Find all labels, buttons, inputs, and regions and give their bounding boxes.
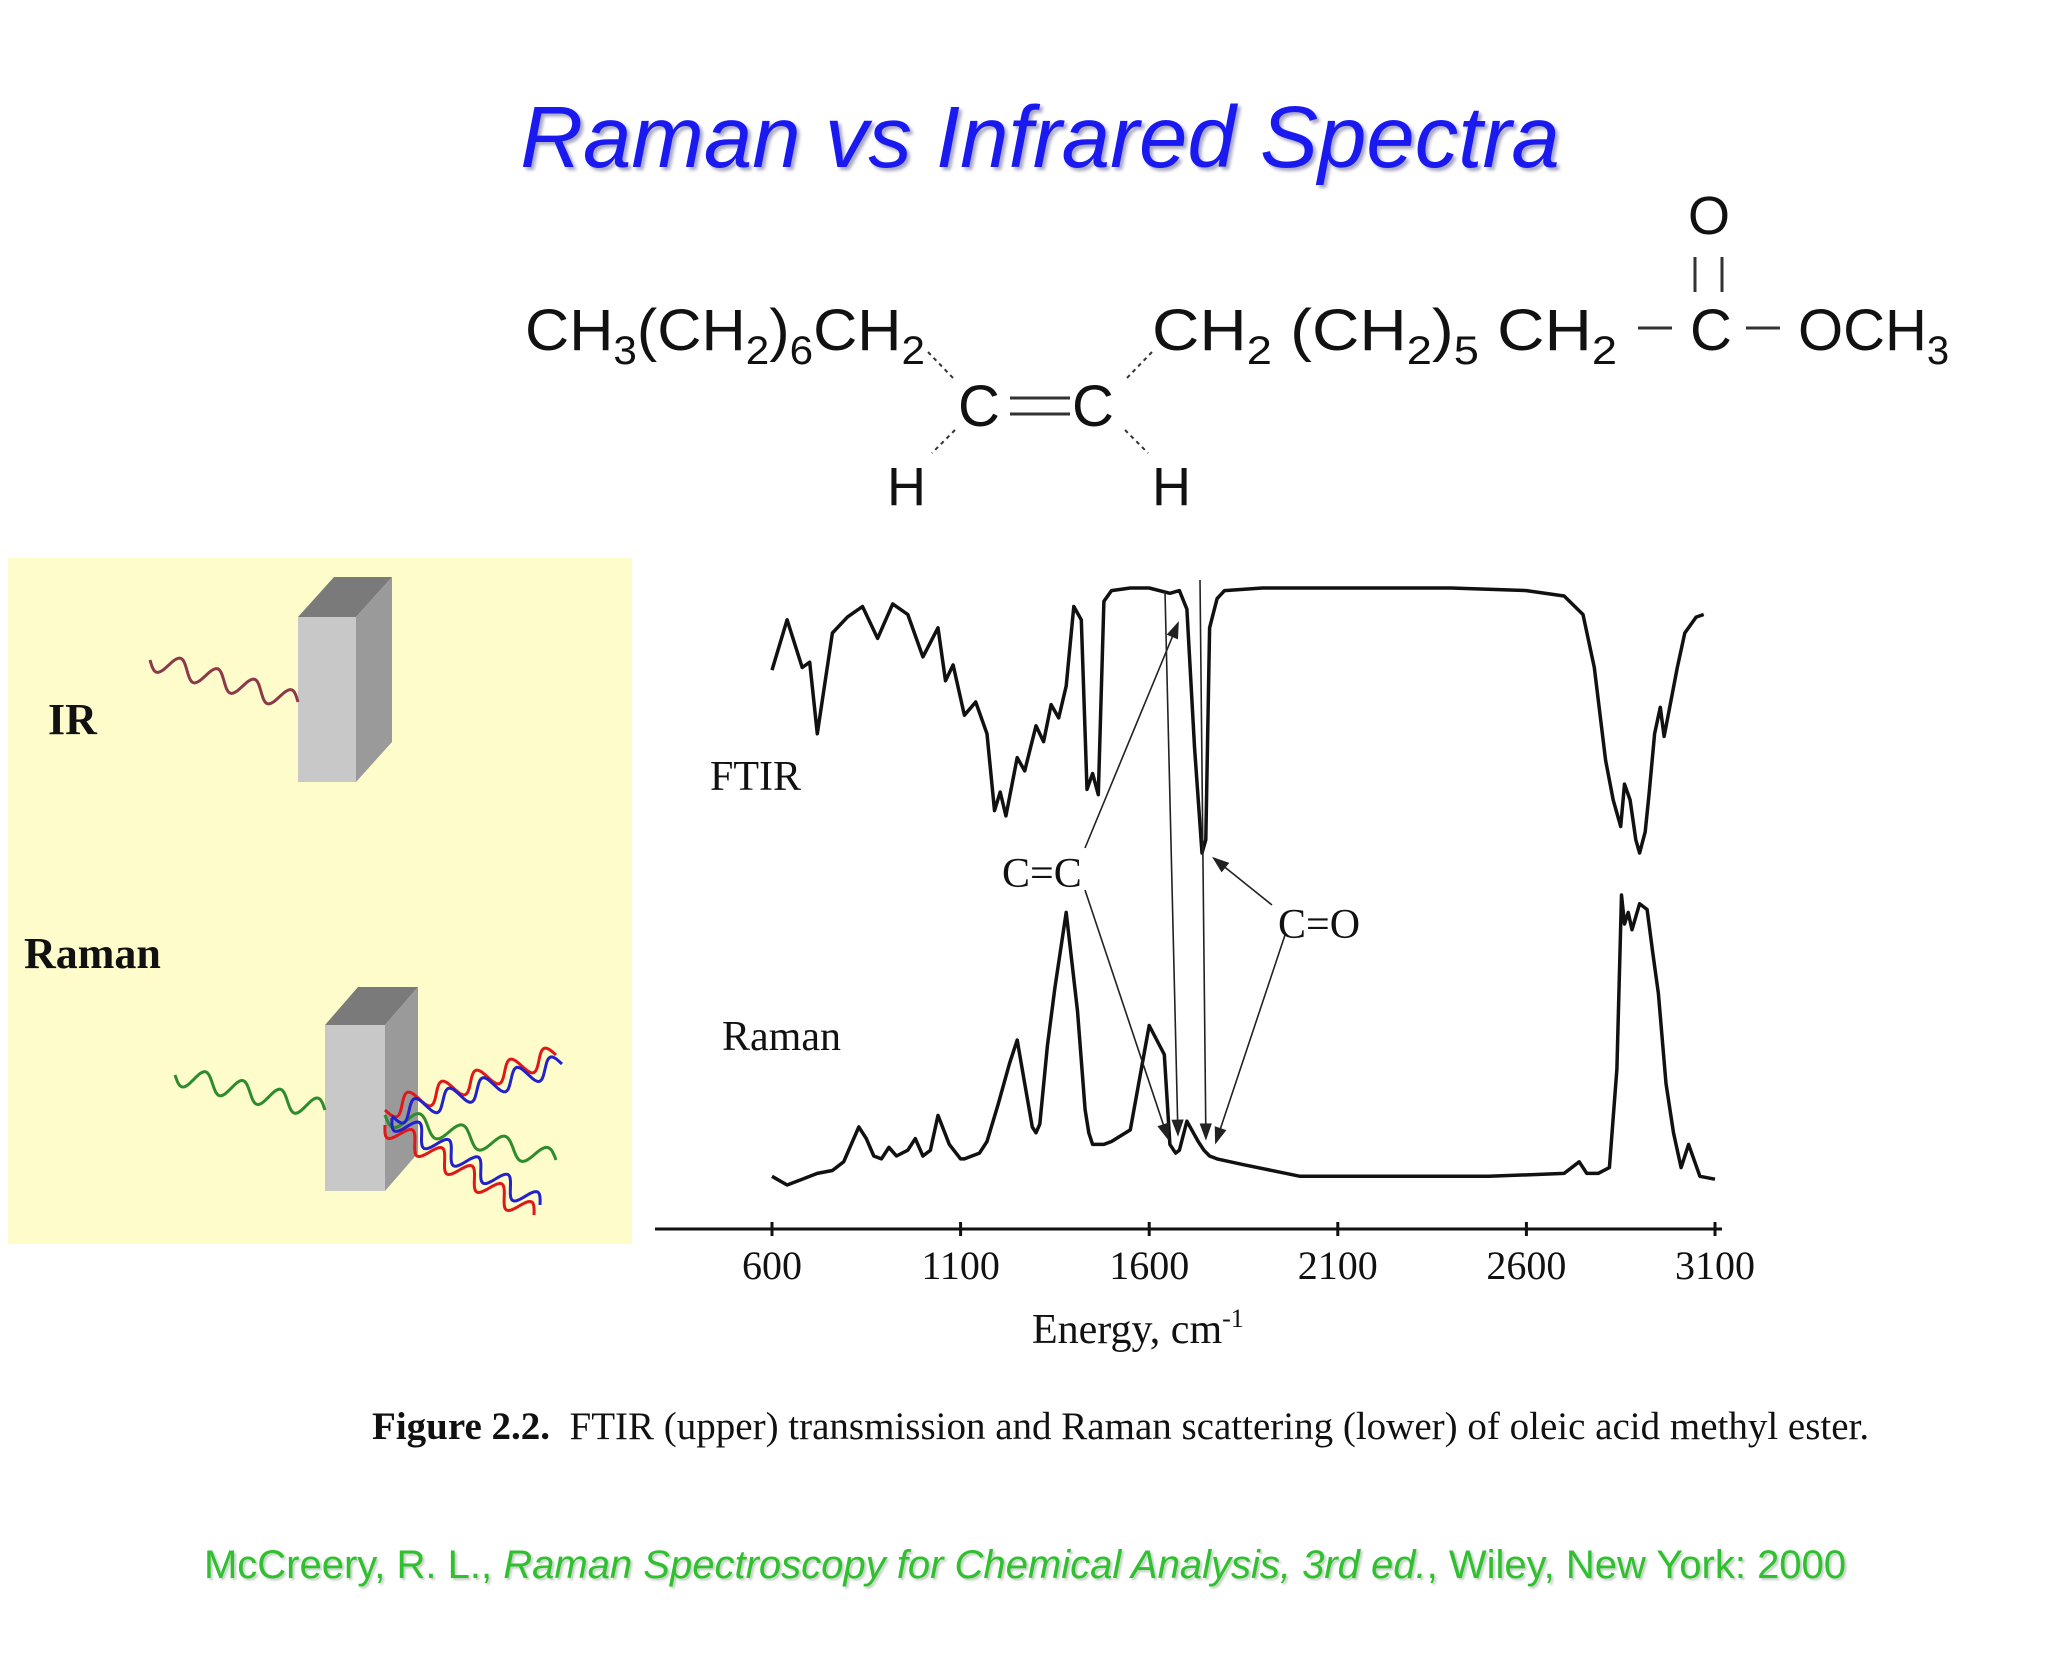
x-axis-ticks: 600 1100 1600 2100 2600 3100	[742, 1222, 1755, 1288]
ftir-spectrum-line	[770, 586, 1705, 855]
ester-group: OCH3	[1798, 298, 1949, 373]
raman-trace-label: Raman	[722, 1014, 841, 1060]
scattered-wave-blue-lower	[390, 1117, 542, 1206]
slide-title: Raman vs Infrared Spectra	[520, 89, 1560, 186]
raman-sample-block	[325, 987, 418, 1191]
raman-incident-wave	[173, 1070, 327, 1115]
ftir-trace-label: FTIR	[710, 754, 801, 800]
co-arrow-to-raman	[1214, 934, 1286, 1145]
scattered-wave-red-upper	[383, 1046, 558, 1119]
double-bond-carbon-left: C	[958, 374, 1000, 439]
x-tick-label: 1100	[921, 1243, 1000, 1288]
x-tick-label: 2600	[1486, 1243, 1566, 1288]
x-axis-label-superscript: -1	[1222, 1304, 1244, 1333]
co-vertical-guide	[1199, 579, 1212, 1141]
cc-arrow-to-ftir	[1084, 621, 1179, 849]
figure-caption: Figure 2.2. FTIR (upper) transmission an…	[372, 1404, 2042, 1449]
scattered-wave-green	[383, 1112, 558, 1163]
cc-arrow-to-raman	[1084, 889, 1170, 1141]
ir-label: IR	[48, 695, 97, 744]
caption-text: FTIR (upper) transmission and Raman scat…	[569, 1405, 1870, 1448]
ir-incident-wave	[148, 656, 300, 706]
left-chain-formula: CH3(CH2)6CH2	[525, 298, 925, 373]
x-tick-label: 2100	[1298, 1243, 1378, 1288]
carbonyl-oxygen: O	[1688, 186, 1730, 246]
x-tick-label: 600	[742, 1243, 802, 1288]
raman-label: Raman	[24, 929, 161, 978]
x-tick-label: 3100	[1675, 1243, 1755, 1288]
scattered-wave-red-lower	[383, 1124, 536, 1216]
spectrum-chart: FTIR Raman C=C C=O 600 1100 1600 2100 2600 31…	[655, 579, 1755, 1353]
caption-label: Figure 2.2.	[372, 1405, 551, 1448]
citation-title: Raman Spectroscopy for Chemical Analysis…	[503, 1543, 1427, 1587]
hydrogen-right: H	[1152, 457, 1191, 517]
citation-author: McCreery, R. L.,	[203, 1543, 504, 1587]
ir-sample-block	[298, 577, 392, 782]
scattered-wave-blue-upper	[390, 1055, 564, 1125]
hydrogen-left: H	[887, 457, 926, 517]
illustration-drawing	[148, 577, 564, 1216]
cc-vertical-guide	[1164, 591, 1184, 1137]
annotation-arrows	[1084, 579, 1286, 1145]
cc-annotation-label: C=C	[1002, 851, 1082, 897]
co-annotation-label: C=O	[1278, 902, 1360, 948]
citation-tail: , Wiley, New York: 2000	[1426, 1543, 1847, 1587]
citation: McCreery, R. L., Raman Spectroscopy for …	[0, 1543, 2048, 1588]
right-chain-formula: CH 2 (CH 2)5 CH 2	[1152, 298, 1617, 373]
double-bond-carbon-right: C	[1072, 374, 1114, 439]
x-axis-label: Energy, cm-1	[1032, 1304, 1244, 1353]
carbonyl-carbon: C	[1690, 298, 1732, 363]
x-tick-label: 1600	[1109, 1243, 1189, 1288]
molecule-structure: CH3(CH2)6CH2 C C H H CH 2 (CH 2)5 CH 2 O C …	[525, 186, 1949, 517]
raman-spectrum-line	[771, 893, 1716, 1187]
co-arrow-to-ftir	[1212, 856, 1273, 906]
